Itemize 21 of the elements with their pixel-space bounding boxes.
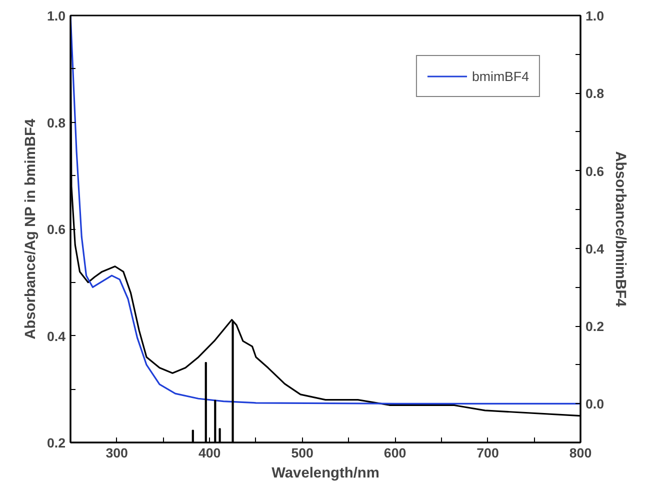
y-axis-title: Absorbance/Ag NP in bmimBF4 (22, 118, 39, 340)
y2-tick-label: 0.8 (586, 86, 604, 102)
y-tick-label: 0.6 (46, 222, 66, 237)
x-tick-label: 800 (569, 446, 592, 460)
x-axis-title: Wavelength/nm (272, 466, 380, 482)
y-tick-label: 0.8 (46, 115, 66, 130)
y2-tick-label: 0.6 (586, 164, 604, 179)
x-tick-label: 500 (291, 446, 314, 460)
y2-tick-label: 0.0 (586, 396, 604, 412)
x-tick-label: 600 (384, 446, 406, 460)
x-tick-label: 400 (198, 446, 221, 460)
legend-label: bmimBF4 (472, 68, 529, 84)
y2-tick-label: 0.4 (586, 241, 605, 256)
y2-tick-label: 1.0 (586, 8, 604, 24)
x-tick-label: 300 (106, 446, 128, 460)
y-tick-label: 1.0 (46, 8, 66, 24)
y-tick-label: 0.4 (46, 328, 66, 344)
y2-axis-title: Absorbance/bmimBF4 (612, 151, 628, 308)
y-tick-label: 0.2 (46, 436, 66, 450)
x-tick-label: 700 (476, 446, 499, 460)
y2-tick-label: 0.2 (586, 319, 604, 334)
